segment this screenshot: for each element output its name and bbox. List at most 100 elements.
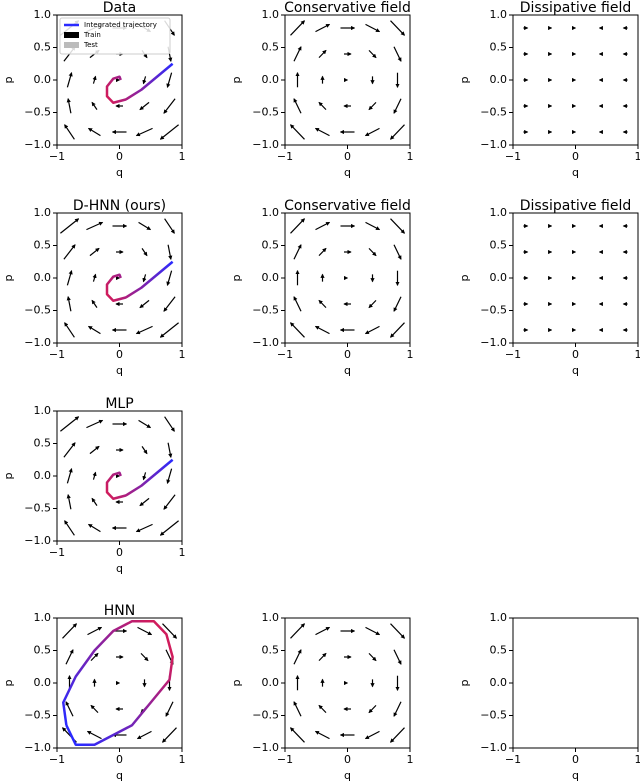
arrow: [86, 730, 102, 740]
arrow: [315, 626, 331, 636]
x-tick-label: −1: [49, 150, 65, 163]
y-tick-label: 1.0: [490, 611, 508, 624]
x-tick-label: 0: [116, 753, 123, 766]
arrow: [141, 248, 148, 257]
x-axis-label: q: [116, 364, 123, 377]
x-axis-label: q: [116, 166, 123, 179]
arrow: [163, 494, 176, 510]
y-tick-label: −1.0: [24, 336, 51, 349]
panel: −1 0 1 −1.0 −0.5 0.0 0.5 1.0 q p Dissipative field: [458, 198, 640, 377]
y-axis-label: p: [230, 274, 243, 281]
arrow: [315, 221, 331, 231]
arrow: [92, 75, 97, 84]
y-tick-label: −1.0: [24, 741, 51, 754]
arrow: [64, 322, 75, 338]
panel: −1 0 1 −1.0 −0.5 0.0 0.5 1.0 q p HNN: [2, 603, 186, 782]
y-tick-label: 0.5: [490, 41, 508, 54]
x-tick-label: −1: [505, 150, 521, 163]
x-tick-label: −1: [49, 753, 65, 766]
arrow: [390, 727, 405, 743]
arrow: [63, 442, 76, 458]
arrow: [142, 274, 147, 283]
arrow: [162, 727, 177, 743]
arrow: [64, 124, 75, 140]
y-axis-label: p: [458, 76, 471, 83]
arrow: [315, 23, 331, 33]
chart-title: Conservative field: [284, 0, 411, 16]
arrow: [86, 221, 104, 231]
arrow: [66, 494, 72, 510]
plot-area: [57, 618, 182, 748]
arrow: [62, 623, 77, 639]
panel: −1 0 1 −1.0 −0.5 0.0 0.5 1.0 q p Conservative fiel…: [230, 198, 414, 377]
y-axis-label: p: [2, 274, 15, 281]
y-axis-label: p: [458, 274, 471, 281]
panel: −1 0 1 −1.0 −0.5 0.0 0.5 1.0 q p: [230, 611, 414, 782]
x-tick-label: 1: [635, 150, 640, 163]
arrow: [64, 520, 75, 536]
x-axis-label: q: [344, 364, 351, 377]
arrow: [60, 416, 80, 432]
x-tick-label: 0: [572, 348, 579, 361]
panel: −1 0 1 −1.0 −0.5 0.0 0.5 1.0 q p: [458, 611, 640, 782]
arrow: [162, 623, 177, 639]
arrow: [135, 127, 153, 137]
plot-area: [285, 15, 410, 145]
arrow: [293, 244, 302, 260]
y-tick-label: 0.0: [34, 469, 52, 482]
x-tick-label: 1: [179, 150, 186, 163]
x-axis-label: q: [344, 166, 351, 179]
arrow: [66, 98, 72, 114]
trajectory: [105, 62, 174, 104]
arrow: [91, 497, 98, 506]
arrow: [166, 72, 173, 88]
arrow: [318, 704, 327, 714]
arrow: [293, 46, 302, 62]
arrow: [165, 701, 174, 717]
arrow: [139, 497, 150, 507]
chart-title: Dissipative field: [520, 0, 632, 16]
x-tick-label: −1: [49, 348, 65, 361]
x-tick-label: −1: [277, 348, 293, 361]
arrow: [136, 730, 152, 740]
arrow: [91, 101, 98, 110]
arrow: [66, 468, 73, 484]
arrow: [167, 442, 173, 458]
y-tick-label: 1.0: [34, 404, 52, 417]
arrow: [139, 101, 150, 111]
legend-swatch: [64, 42, 79, 48]
legend-label: Train: [83, 31, 101, 39]
arrow: [365, 23, 381, 33]
y-tick-label: −1.0: [252, 336, 279, 349]
arrow: [159, 322, 179, 338]
x-tick-label: −1: [49, 546, 65, 559]
arrow: [393, 701, 402, 717]
legend-box: [59, 17, 171, 55]
plot-area: [513, 15, 638, 145]
arrow: [368, 101, 377, 111]
x-axis-label: q: [116, 769, 123, 782]
y-tick-label: 0.0: [34, 676, 52, 689]
arrow: [163, 98, 176, 114]
arrow: [390, 124, 405, 140]
y-tick-label: 0.0: [34, 271, 52, 284]
arrow: [368, 49, 377, 59]
y-tick-label: 0.5: [34, 644, 52, 657]
arrow: [393, 46, 402, 62]
y-axis-label: p: [230, 679, 243, 686]
x-tick-label: 1: [407, 753, 414, 766]
arrow: [290, 727, 305, 743]
x-tick-label: 0: [344, 753, 351, 766]
panel: −1 0 1 −1.0 −0.5 0.0 0.5 1.0 q p Dissipative field: [458, 0, 640, 179]
arrow: [368, 652, 377, 662]
arrow: [164, 218, 175, 234]
panel: −1 0 1 −1.0 −0.5 0.0 0.5 1.0 q p Conservative fiel…: [230, 0, 414, 179]
arrow: [365, 221, 381, 231]
y-tick-label: −1.0: [480, 741, 507, 754]
arrow: [138, 221, 152, 231]
x-tick-label: 1: [179, 546, 186, 559]
arrow: [318, 101, 327, 111]
y-tick-label: 0.0: [34, 73, 52, 86]
x-tick-label: 1: [407, 150, 414, 163]
